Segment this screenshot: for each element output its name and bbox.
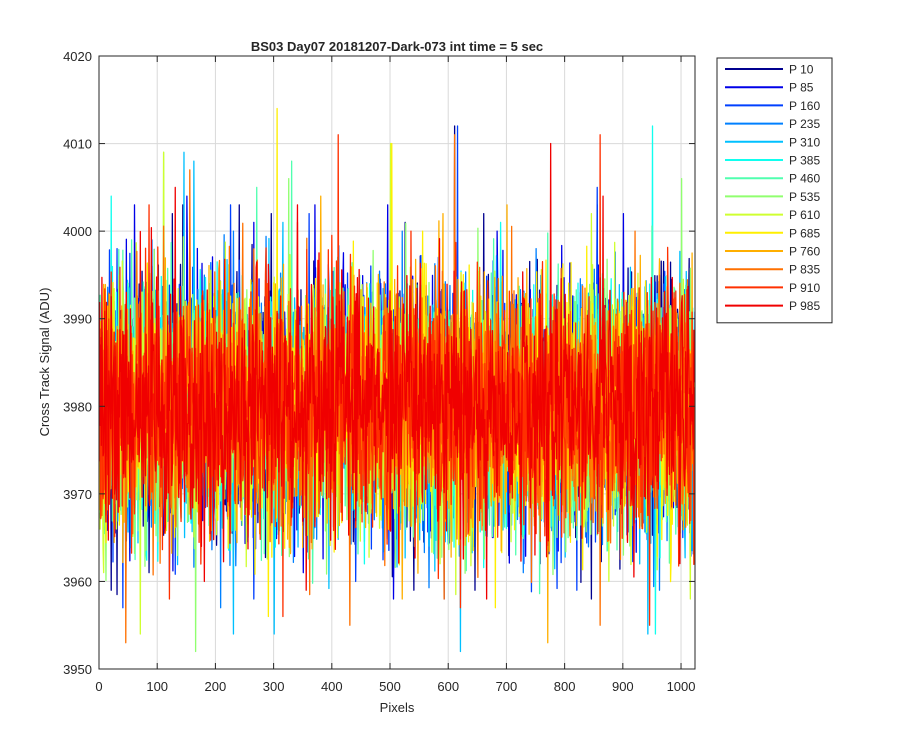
legend-label: P 460 — [789, 172, 820, 186]
x-tick-label: 800 — [554, 679, 576, 694]
x-tick-label: 500 — [379, 679, 401, 694]
legend-label: P 610 — [789, 208, 820, 222]
legend-box — [716, 57, 833, 324]
legend-label: P 910 — [789, 281, 820, 295]
legend-label: P 835 — [789, 263, 820, 277]
legend-label: P 10 — [789, 63, 814, 77]
x-tick-label: 0 — [95, 679, 102, 694]
legend-label: P 235 — [789, 117, 820, 131]
x-axis-label: Pixels — [380, 700, 415, 715]
x-tick-label: 400 — [321, 679, 343, 694]
x-tick-label: 300 — [263, 679, 285, 694]
y-tick-label: 4020 — [63, 49, 92, 64]
y-tick-label: 4000 — [63, 224, 92, 239]
y-tick-label: 3960 — [63, 574, 92, 589]
y-tick-label: 3970 — [63, 487, 92, 502]
legend-label: P 760 — [789, 245, 820, 259]
legend-label: P 985 — [789, 299, 820, 313]
chart-title: BS03 Day07 20181207-Dark-073 int time = … — [251, 39, 543, 54]
series-layer — [99, 107, 695, 653]
y-axis-label: Cross Track Signal (ADU) — [37, 288, 52, 437]
x-tick-label: 100 — [146, 679, 168, 694]
y-tick-label: 3950 — [63, 662, 92, 677]
x-tick-label: 700 — [496, 679, 518, 694]
x-tick-label: 200 — [205, 679, 227, 694]
legend-label: P 685 — [789, 226, 820, 240]
plot-frame — [98, 55, 696, 670]
x-tick-label: 900 — [612, 679, 634, 694]
y-tick-label: 3980 — [63, 399, 92, 414]
x-tick-label: 600 — [437, 679, 459, 694]
legend: P 10 P 85 P 160 P 235 P 310 P 385 P 460 P 535 P … — [716, 57, 833, 324]
legend-label: P 310 — [789, 135, 820, 149]
axis-ticks: 0 100 200 300 400 500 600 700 800 900 1000 3950 3960… — [63, 49, 695, 694]
x-tick-label: 1000 — [667, 679, 696, 694]
legend-label: P 160 — [789, 99, 820, 113]
legend-label: P 535 — [789, 190, 820, 204]
y-tick-label: 4010 — [63, 137, 92, 152]
legend-label: P 85 — [789, 81, 814, 95]
y-tick-label: 3990 — [63, 312, 92, 327]
legend-label: P 385 — [789, 154, 820, 168]
series-line-p985 — [99, 142, 695, 600]
